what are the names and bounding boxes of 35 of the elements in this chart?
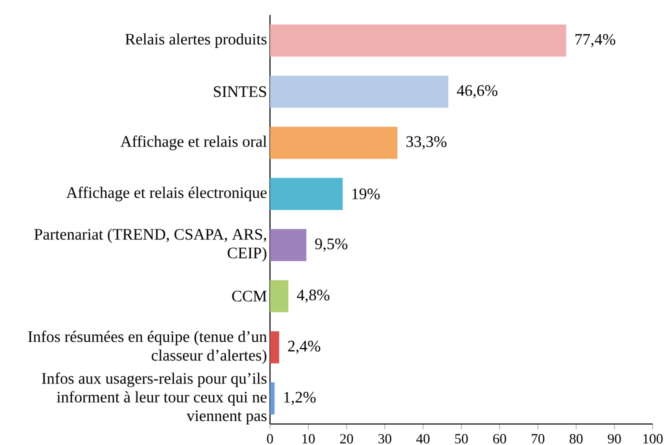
data-label: 2,4% — [288, 340, 320, 354]
y-tick-label: Infos aux usagers-relais pour qu’ils informent à leur tour ceux qui ne viennent pas — [42, 372, 267, 424]
data-label: 33,3% — [406, 136, 446, 150]
x-tick-label: 20 — [340, 434, 353, 444]
x-tick-label: 60 — [493, 434, 506, 444]
x-tick-label: 90 — [608, 434, 621, 444]
data-label: 46,6% — [456, 85, 498, 98]
y-tick-label: Partenariat (TREND, CSAPA, ARS, CEIP) — [34, 228, 266, 262]
bar — [270, 228, 306, 262]
x-tick-label: 70 — [532, 434, 544, 444]
x-tick-label: 100 — [643, 434, 663, 444]
x-tick-label: 50 — [455, 434, 468, 444]
data-label: 4,8% — [296, 290, 330, 303]
x-tick-label: 30 — [378, 434, 392, 444]
bar — [270, 331, 280, 364]
bar — [270, 280, 288, 312]
y-tick-label: Affichage et relais oral — [120, 135, 267, 150]
bar — [270, 382, 275, 415]
x-tick-label: 0 — [267, 434, 273, 444]
bar — [270, 126, 398, 159]
y-tick-label: SINTES — [214, 86, 266, 98]
bar — [270, 76, 448, 108]
data-label: 1,2% — [284, 392, 316, 405]
y-tick-label: Relais alertes produits — [125, 33, 267, 48]
data-label: 9,5% — [315, 238, 348, 252]
x-tick-label: 10 — [302, 434, 315, 444]
y-tick-label: Infos résumées en équipe (tenue d’un classeur d’alertes) — [28, 330, 267, 364]
y-tick-label: Affichage et relais électronique — [66, 186, 267, 202]
bar — [270, 24, 566, 57]
bar — [270, 178, 343, 210]
x-tick-label: 40 — [416, 434, 430, 444]
y-tick-label: CCM — [232, 290, 267, 302]
x-tick-label: 80 — [570, 434, 583, 444]
data-label: 77,4% — [575, 34, 616, 48]
data-label: 19% — [352, 188, 380, 200]
